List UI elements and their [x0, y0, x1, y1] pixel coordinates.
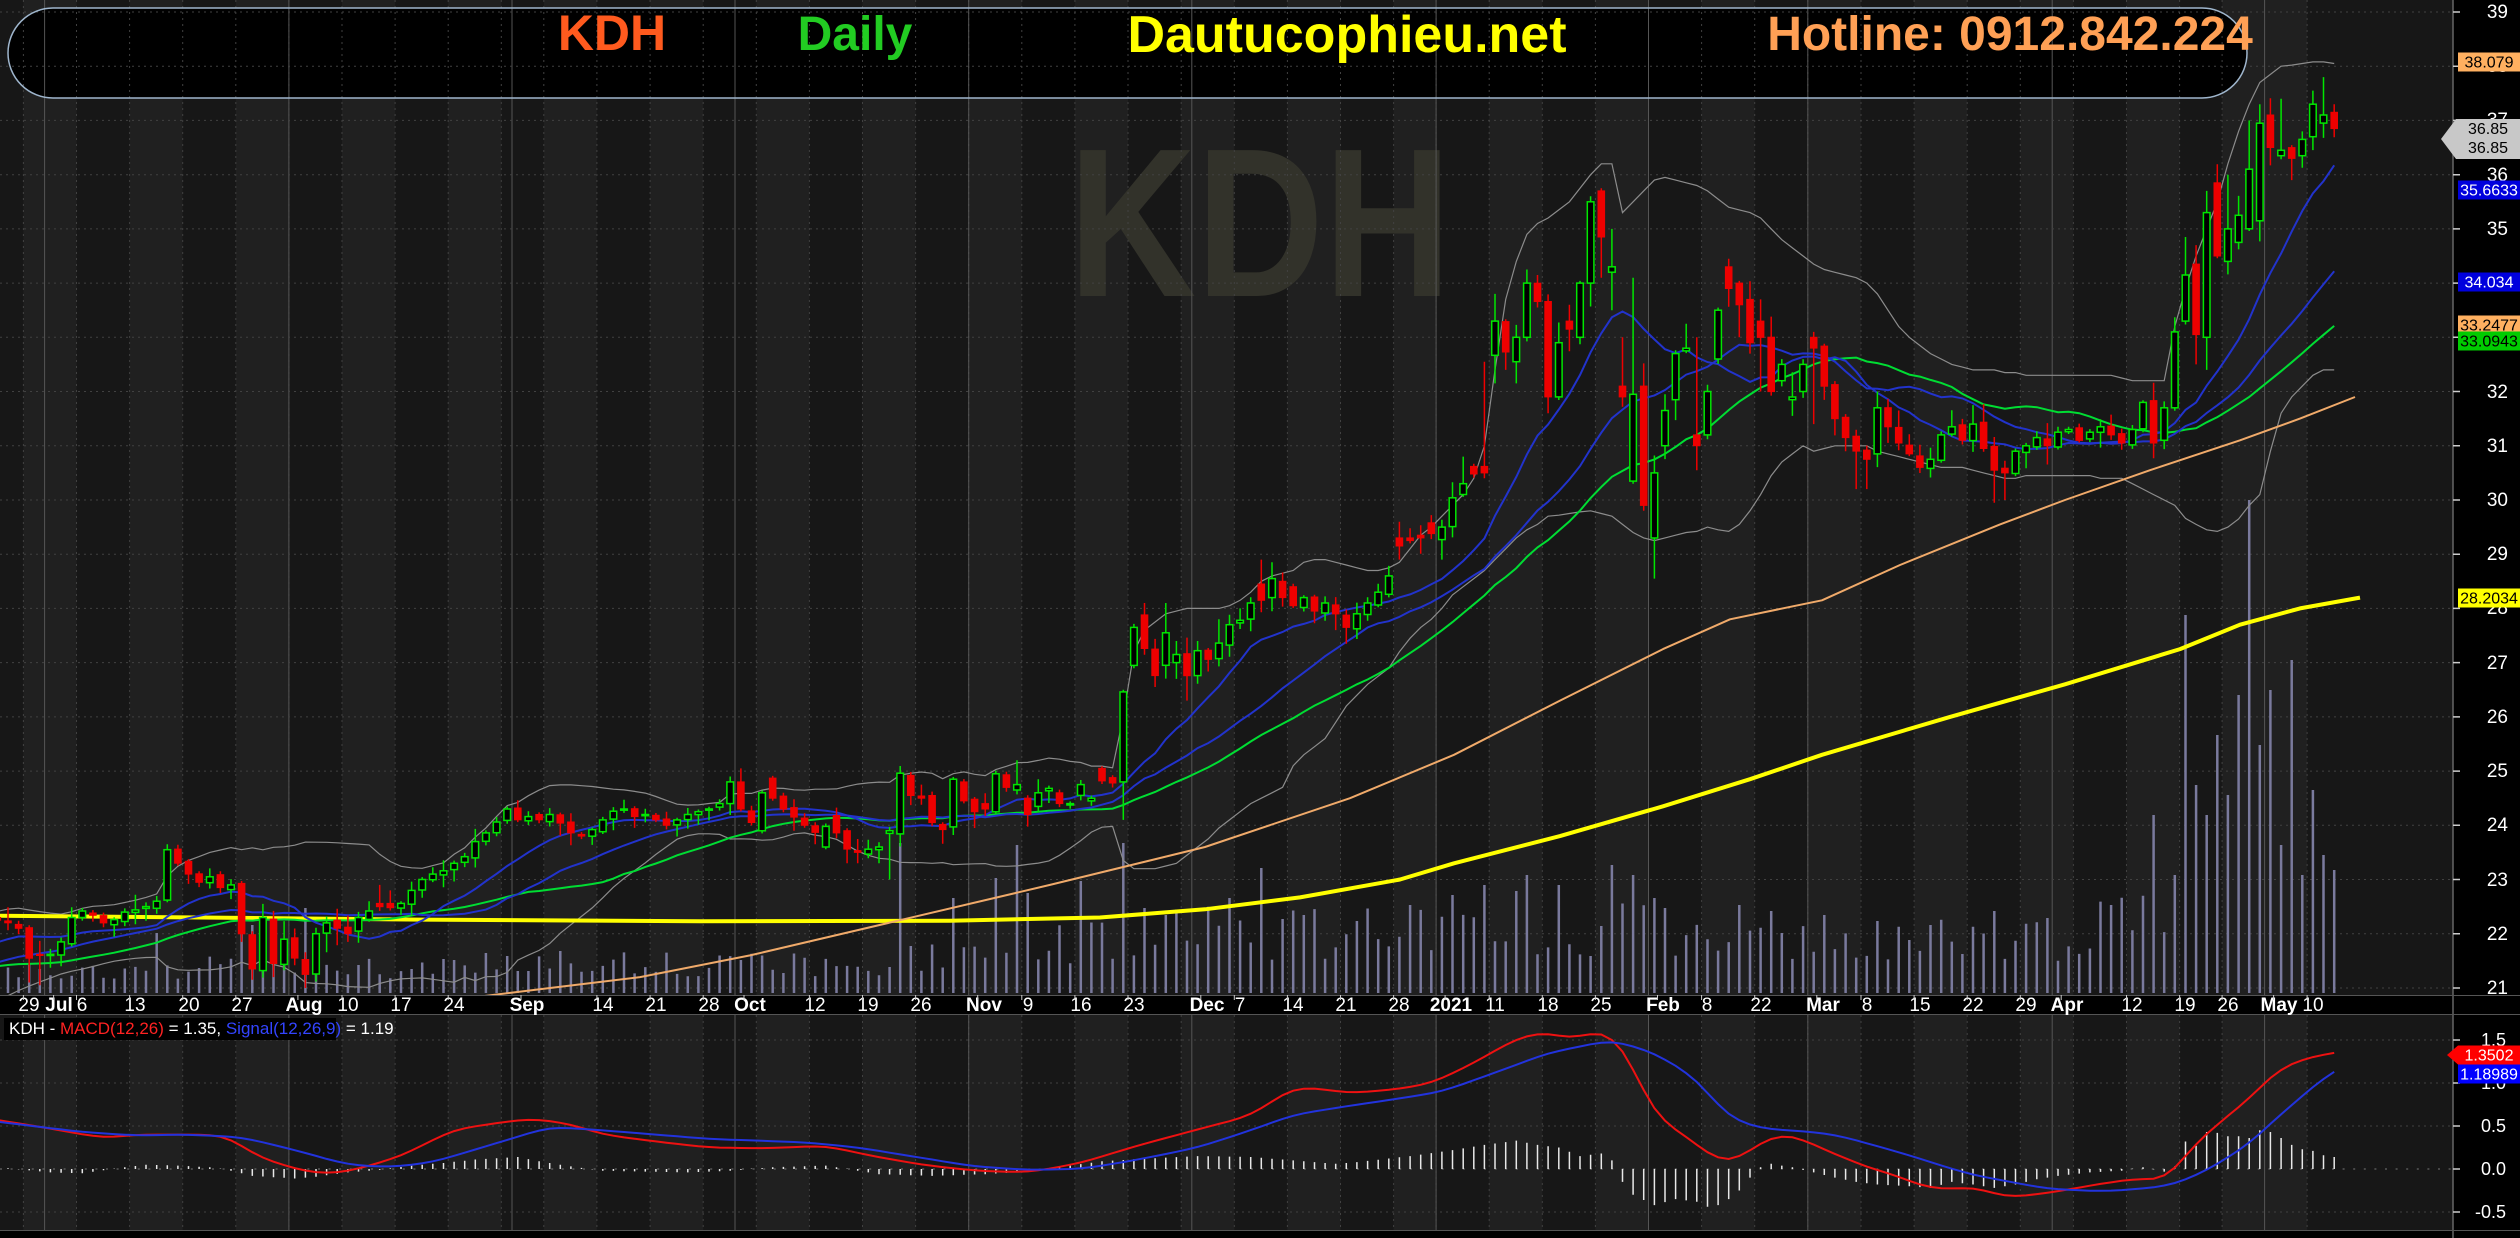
svg-text:21: 21 [2487, 978, 2508, 999]
svg-text:19: 19 [857, 995, 878, 1016]
svg-text:26: 26 [910, 995, 931, 1016]
svg-text:9: 9 [1023, 995, 1034, 1016]
svg-text:30: 30 [2487, 490, 2508, 511]
svg-text:22: 22 [1962, 995, 1983, 1016]
svg-text:34.034: 34.034 [2465, 275, 2514, 292]
svg-text:21: 21 [1335, 995, 1356, 1016]
svg-text:Jul: Jul [45, 995, 72, 1016]
svg-text:35.6633: 35.6633 [2460, 183, 2518, 200]
svg-text:8: 8 [1862, 995, 1873, 1016]
svg-text:Feb: Feb [1646, 995, 1680, 1016]
svg-text:Apr: Apr [2051, 995, 2084, 1016]
svg-text:22: 22 [1750, 995, 1771, 1016]
svg-text:1.18989: 1.18989 [2460, 1067, 2518, 1084]
svg-text:Mar: Mar [1806, 995, 1840, 1016]
svg-text:1.3502: 1.3502 [2465, 1048, 2514, 1065]
svg-text:15: 15 [1909, 995, 1930, 1016]
svg-text:KDH - MACD(12,26) = 1.35, Sign: KDH - MACD(12,26) = 1.35, Signal(12,26,9… [9, 1019, 394, 1038]
svg-text:-0.5: -0.5 [2475, 1202, 2506, 1222]
svg-text:23: 23 [1123, 995, 1144, 1016]
svg-text:21: 21 [645, 995, 666, 1016]
svg-text:7: 7 [1235, 995, 1246, 1016]
svg-text:27: 27 [231, 995, 252, 1016]
svg-text:10: 10 [2302, 995, 2323, 1016]
svg-text:20: 20 [178, 995, 199, 1016]
svg-text:22: 22 [2487, 924, 2508, 945]
svg-text:11: 11 [1485, 995, 1505, 1016]
svg-text:32: 32 [2487, 382, 2508, 403]
svg-text:25: 25 [2487, 761, 2508, 782]
svg-text:KDH: KDH [558, 5, 666, 61]
svg-text:31: 31 [2487, 436, 2508, 457]
svg-text:19: 19 [2174, 995, 2195, 1016]
svg-text:25: 25 [1590, 995, 1611, 1016]
svg-text:Oct: Oct [734, 995, 766, 1016]
svg-text:24: 24 [2487, 815, 2509, 836]
svg-text:12: 12 [804, 995, 825, 1016]
svg-text:Daily: Daily [798, 8, 913, 61]
svg-text:24: 24 [443, 995, 465, 1016]
svg-text:0.5: 0.5 [2481, 1116, 2506, 1136]
svg-text:May: May [2261, 995, 2298, 1016]
svg-text:Nov: Nov [966, 995, 1002, 1016]
svg-text:10: 10 [337, 995, 358, 1016]
svg-text:33.2477: 33.2477 [2460, 318, 2518, 335]
svg-text:39: 39 [2487, 2, 2508, 23]
svg-text:13: 13 [124, 995, 145, 1016]
svg-text:Aug: Aug [286, 995, 323, 1016]
svg-text:1.5: 1.5 [2481, 1030, 2506, 1050]
svg-text:26: 26 [2217, 995, 2238, 1016]
svg-text:29: 29 [2487, 544, 2508, 565]
svg-text:28.2034: 28.2034 [2460, 591, 2518, 608]
svg-text:12: 12 [2121, 995, 2142, 1016]
svg-text:14: 14 [592, 995, 614, 1016]
svg-text:KDH: KDH [1069, 104, 1452, 341]
svg-text:26: 26 [2487, 707, 2508, 728]
svg-text:36.85: 36.85 [2468, 140, 2508, 157]
svg-text:6: 6 [77, 995, 88, 1016]
svg-text:35: 35 [2487, 219, 2508, 240]
svg-text:33.0943: 33.0943 [2460, 334, 2518, 351]
svg-text:17: 17 [390, 995, 411, 1016]
svg-text:27: 27 [2487, 653, 2508, 674]
svg-text:29: 29 [2015, 995, 2036, 1016]
svg-text:8: 8 [1702, 995, 1713, 1016]
svg-text:38.079: 38.079 [2465, 55, 2514, 72]
svg-text:18: 18 [1537, 995, 1558, 1016]
svg-text:36.85: 36.85 [2468, 121, 2508, 138]
svg-text:Dautucophieu.net: Dautucophieu.net [1127, 6, 1566, 64]
svg-text:2021: 2021 [1430, 995, 1473, 1016]
svg-text:28: 28 [1388, 995, 1409, 1016]
svg-text:28: 28 [698, 995, 719, 1016]
svg-text:29: 29 [18, 995, 39, 1016]
svg-text:16: 16 [1070, 995, 1091, 1016]
svg-text:Sep: Sep [510, 995, 545, 1016]
svg-text:14: 14 [1282, 995, 1304, 1016]
svg-text:Dec: Dec [1190, 995, 1225, 1016]
svg-text:Hotline: 0912.842.224: Hotline: 0912.842.224 [1767, 8, 2253, 61]
svg-text:23: 23 [2487, 870, 2508, 891]
svg-text:0.0: 0.0 [2481, 1159, 2506, 1179]
